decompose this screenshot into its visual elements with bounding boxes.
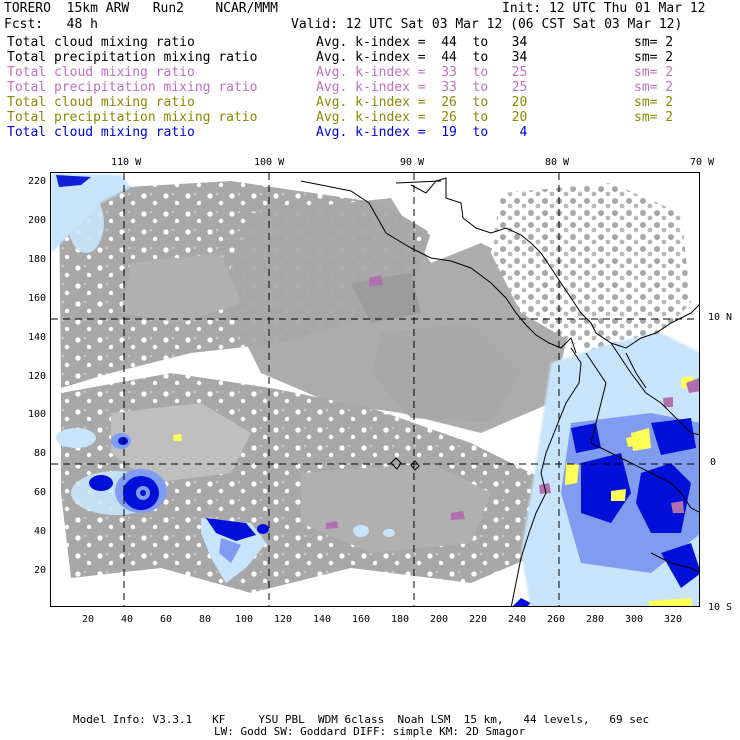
legend-field-4: Total cloud mixing ratio	[7, 95, 195, 110]
x-tick-label: 260	[546, 614, 566, 625]
x-tick-label: 80	[198, 614, 212, 625]
weather-map	[51, 173, 699, 606]
precip-right	[521, 333, 699, 606]
y-tick-label: 140	[27, 331, 46, 343]
x-tick-label: 280	[585, 614, 605, 625]
lon-label-70w: 70 W	[690, 157, 715, 168]
cloud-field	[59, 181, 691, 593]
legend-field-1: Total precipitation mixing ratio	[7, 50, 258, 65]
legend-kindex-3: Avg. k-index = 33 to 25	[316, 80, 528, 95]
forecast-hour: Fcst: 48 h	[4, 17, 98, 32]
lon-label-80w: 80 W	[545, 157, 570, 168]
legend-kindex-6: Avg. k-index = 19 to 4	[316, 125, 528, 140]
y-tick-label: 120	[27, 370, 46, 382]
init-time: Init: 12 UTC Thu 01 Mar 12	[502, 1, 706, 16]
legend-field-5: Total precipitation mixing ratio	[7, 110, 258, 125]
x-tick-label: 160	[351, 614, 371, 625]
x-tick-label: 100	[234, 614, 254, 625]
y-tick-label: 160	[27, 292, 46, 304]
x-tick-label: 140	[312, 614, 332, 625]
legend-field-0: Total cloud mixing ratio	[7, 35, 195, 50]
legend-kindex-1: Avg. k-index = 44 to 34	[316, 50, 528, 65]
legend-smoothing-0: sm= 2	[634, 35, 674, 50]
coastlines	[300, 177, 699, 606]
lon-label-100w: 100 W	[254, 157, 285, 168]
x-tick-label: 200	[429, 614, 449, 625]
y-tick-label: 40	[33, 526, 46, 538]
legend-kindex-0: Avg. k-index = 44 to 34	[316, 35, 528, 50]
model-title: TORERO 15km ARW Run2 NCAR/MMM	[4, 1, 278, 16]
y-tick-label: 100	[27, 409, 46, 421]
lat-lon-grid	[51, 173, 699, 606]
legend-kindex-2: Avg. k-index = 33 to 25	[316, 65, 528, 80]
x-tick-label: 40	[120, 614, 134, 625]
y-tick-label: 60	[33, 487, 46, 499]
lat-label-0: 0	[710, 457, 717, 468]
legend-smoothing-4: sm= 2	[634, 95, 674, 110]
x-tick-label: 20	[81, 614, 95, 625]
legend-kindex-5: Avg. k-index = 26 to 20	[316, 110, 528, 125]
y-tick-label: 220	[27, 176, 46, 187]
y-tick-label: 200	[27, 214, 46, 226]
footer-model-info: Model Info: V3.3.1 KF YSU PBL WDM 6class…	[73, 713, 650, 726]
legend-smoothing-2: sm= 2	[634, 65, 674, 80]
legend-field-2: Total cloud mixing ratio	[7, 65, 195, 80]
legend-field-6: Total cloud mixing ratio	[7, 125, 195, 140]
x-tick-label: 60	[159, 614, 173, 625]
x-tick-label: 180	[390, 614, 410, 625]
x-tick-label: 120	[273, 614, 293, 625]
legend-smoothing-5: sm= 2	[634, 110, 674, 125]
legend-smoothing-3: sm= 2	[634, 80, 674, 95]
lon-label-110w: 110 W	[111, 157, 142, 168]
y-tick-label: 180	[27, 253, 46, 265]
map-panel	[50, 172, 700, 607]
footer-physics: LW: Godd SW: Goddard DIFF: simple KM: 2D…	[214, 725, 526, 738]
lat-label-10s: 10 S	[708, 602, 733, 613]
x-tick-label: 300	[624, 614, 644, 625]
x-tick-label: 240	[507, 614, 527, 625]
valid-time: Valid: 12 UTC Sat 03 Mar 12 (06 CST Sat …	[291, 17, 683, 32]
x-tick-label: 320	[663, 614, 683, 625]
precip-left	[51, 173, 531, 606]
lon-label-90w: 90 W	[400, 157, 425, 168]
y-tick-label: 20	[33, 565, 46, 576]
y-tick-label: 80	[33, 448, 46, 460]
lat-label-10n: 10 N	[708, 312, 733, 323]
legend-smoothing-1: sm= 2	[634, 50, 674, 65]
legend-kindex-4: Avg. k-index = 26 to 20	[316, 95, 528, 110]
legend-field-3: Total precipitation mixing ratio	[7, 80, 258, 95]
x-tick-label: 220	[468, 614, 488, 625]
